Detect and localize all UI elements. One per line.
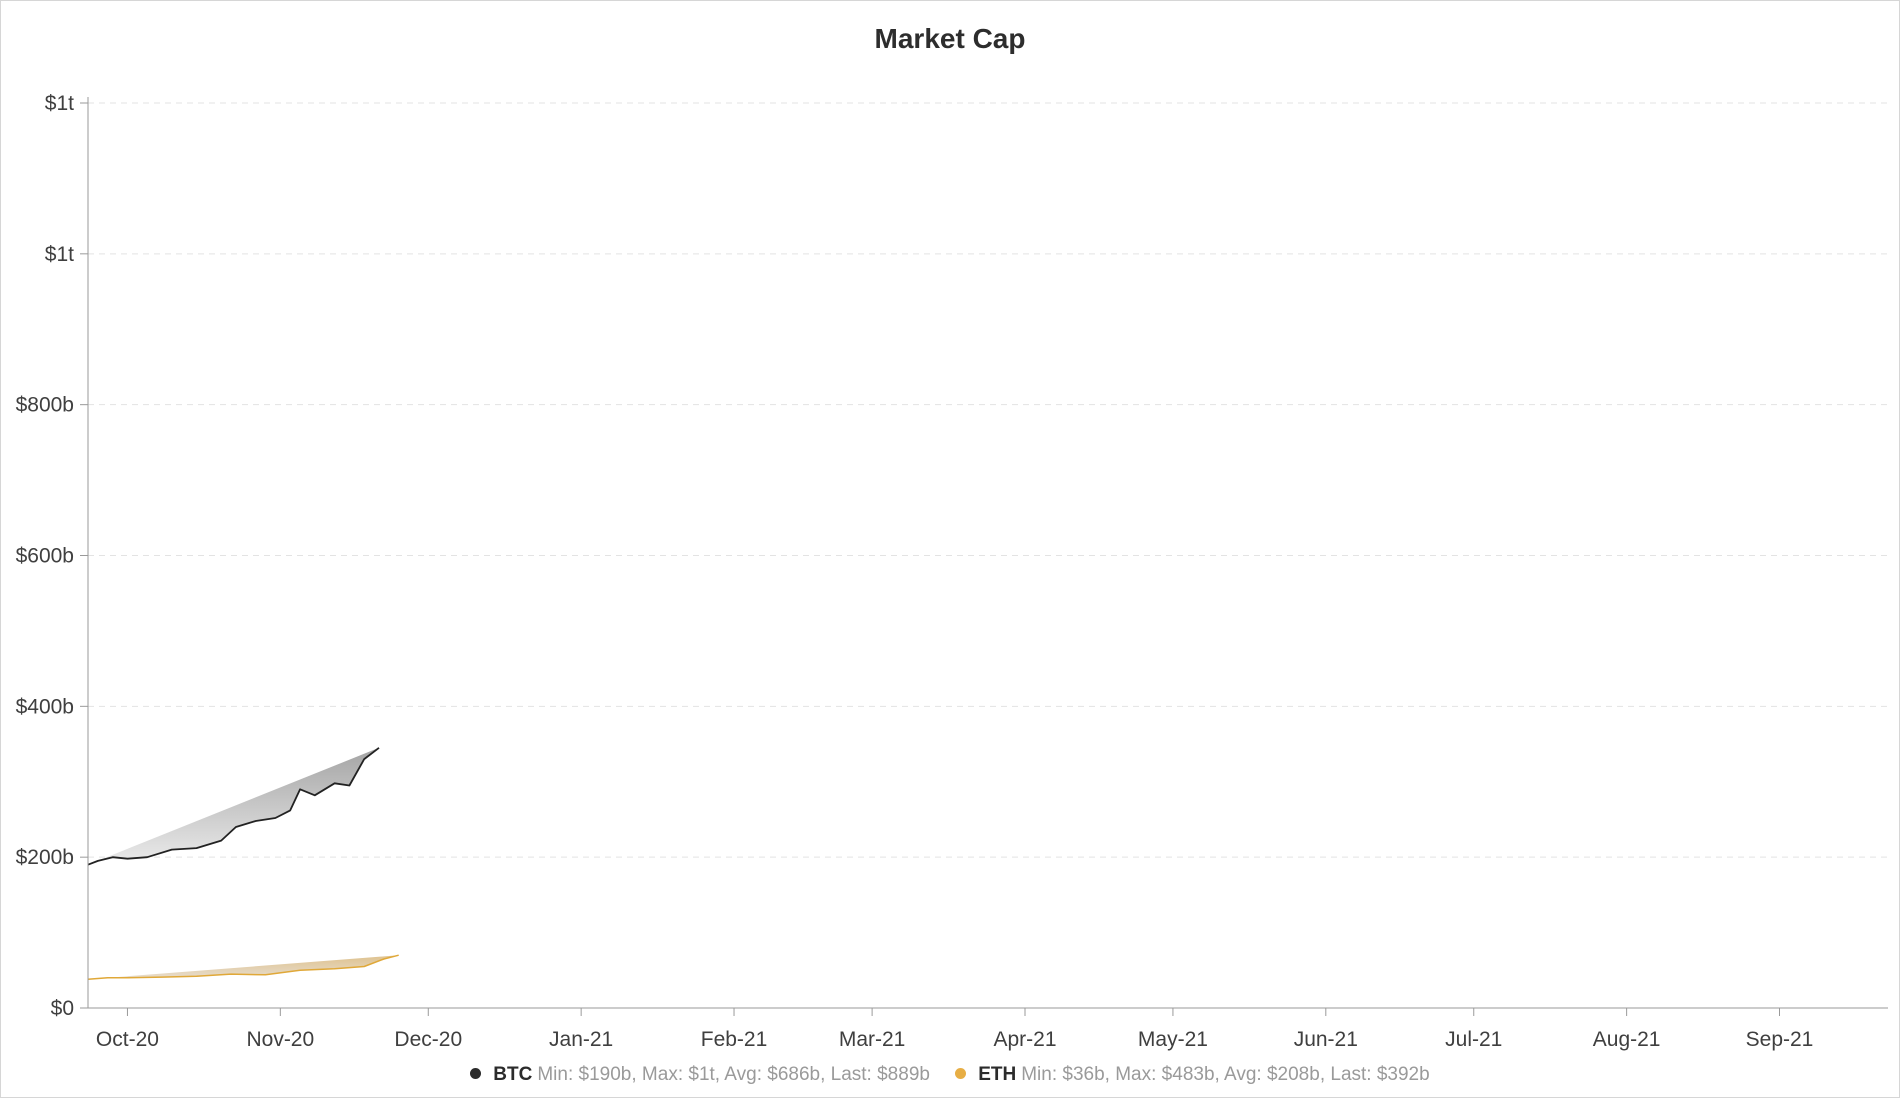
- area-eth: [88, 955, 399, 980]
- x-tick-label-1: Nov-20: [246, 1028, 314, 1051]
- x-tick-label-11: Sep-21: [1746, 1028, 1814, 1051]
- y-tick-label-0: $0: [51, 997, 74, 1020]
- legend-name-eth: ETH: [978, 1064, 1017, 1085]
- legend-name-btc: BTC: [493, 1064, 533, 1085]
- y-tick-label-4: $800b: [16, 394, 74, 417]
- y-tick-label-5: $1t: [45, 243, 74, 266]
- area-btc: [88, 747, 379, 865]
- y-tick-label-3: $600b: [16, 545, 74, 568]
- x-tick-label-2: Dec-20: [394, 1028, 462, 1051]
- line-eth: [87, 954, 399, 981]
- x-tick-label-5: Mar-21: [839, 1028, 906, 1051]
- axes: $0 $200b $400b $600b $800b $1t $1t Oct-20 Nov-20…: [16, 92, 1888, 1051]
- gridlines: [88, 102, 1888, 858]
- line-btc: [87, 747, 380, 866]
- y-tick-label-6: $1t: [45, 92, 74, 115]
- x-tick-label-7: May-21: [1138, 1028, 1208, 1051]
- legend-dot-btc: [470, 1068, 482, 1080]
- x-tick-label-6: Apr-21: [993, 1028, 1056, 1051]
- x-tick-label-8: Jun-21: [1294, 1028, 1358, 1051]
- x-tick-label-0: Oct-20: [96, 1028, 159, 1051]
- x-tick-label-10: Aug-21: [1593, 1028, 1661, 1051]
- legend-stats-eth: Min: $36b, Max: $483b, Avg: $208b, Last:…: [1021, 1064, 1430, 1085]
- x-tick-label-9: Jul-21: [1445, 1028, 1502, 1051]
- series-areas: [87, 747, 399, 981]
- legend-item-eth[interactable]: ETH Min: $36b, Max: $483b, Avg: $208b, La…: [955, 1064, 1430, 1086]
- y-tick-label-1: $200b: [16, 846, 74, 869]
- x-tick-label-4: Feb-21: [701, 1028, 768, 1051]
- y-tick-label-2: $400b: [16, 695, 74, 718]
- chart-title: Market Cap: [874, 23, 1026, 54]
- legend: BTC Min: $190b, Max: $1t, Avg: $686b, Las…: [1, 1064, 1899, 1086]
- legend-item-btc[interactable]: BTC Min: $190b, Max: $1t, Avg: $686b, Las…: [470, 1064, 930, 1086]
- legend-stats-btc: Min: $190b, Max: $1t, Avg: $686b, Last: …: [537, 1064, 930, 1085]
- x-tick-label-3: Jan-21: [549, 1028, 613, 1051]
- legend-dot-eth: [955, 1068, 967, 1080]
